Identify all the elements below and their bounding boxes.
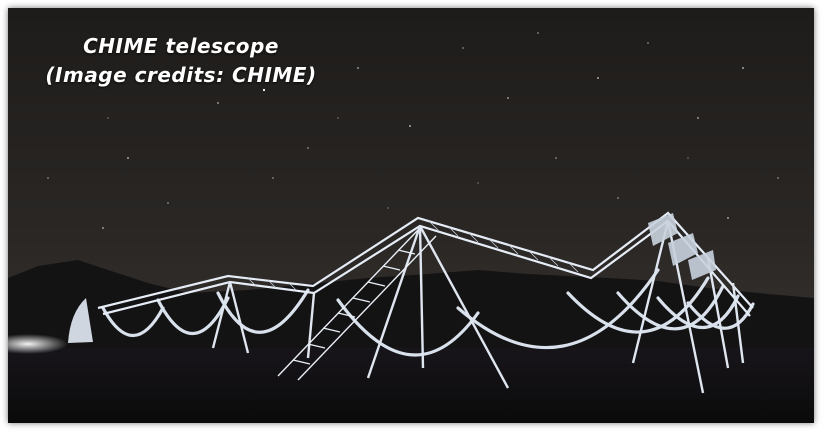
stars: [47, 32, 779, 229]
ground: [8, 348, 814, 423]
light-glow: [8, 334, 68, 354]
radio-dish: [68, 298, 93, 343]
truss-lattice: [247, 219, 579, 291]
caption-title: CHIME telescope: [83, 34, 279, 58]
image-frame: CHIME telescope (Image credits: CHIME): [8, 8, 814, 423]
right-reflectors: [648, 213, 716, 280]
image-caption: CHIME telescope (Image credits: CHIME): [16, 32, 346, 90]
staircase: [277, 229, 437, 381]
reflector-troughs: [101, 268, 755, 357]
chime-telescope-photo: [8, 8, 814, 423]
caption-credit: (Image credits: CHIME): [45, 63, 317, 87]
